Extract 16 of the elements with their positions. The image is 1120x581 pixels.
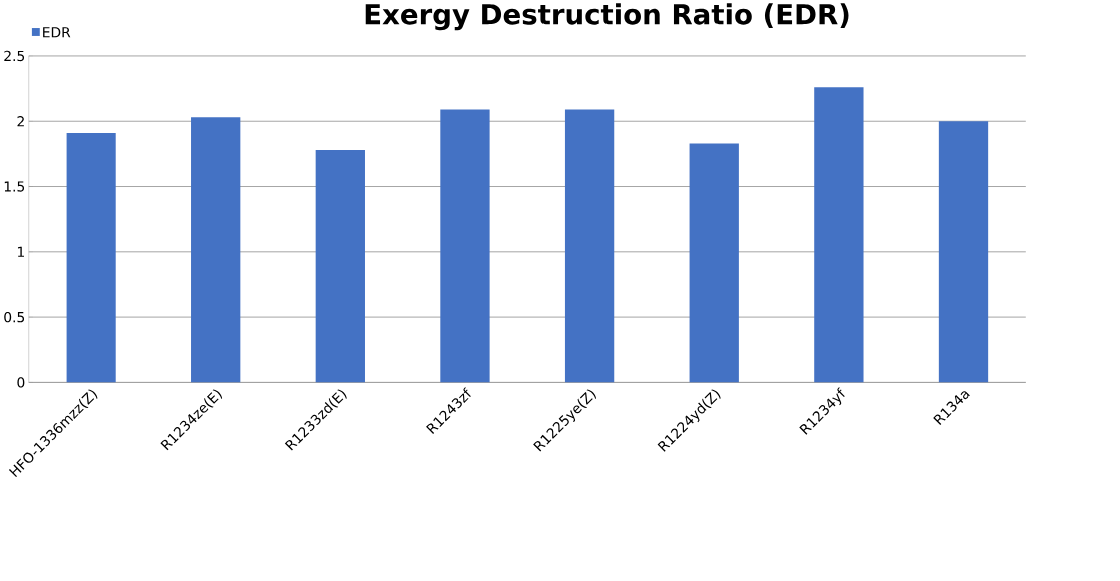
bar	[564, 109, 615, 383]
bar	[191, 117, 241, 383]
y-tick-label: 0.5	[4, 311, 25, 323]
bar	[689, 143, 739, 383]
bar	[814, 87, 864, 383]
y-tick-label: 2	[17, 116, 24, 127]
y-tick-label: 1.5	[4, 181, 25, 192]
chart-title: Exergy Destruction Ratio (EDR)	[365, 3, 849, 31]
bar	[315, 150, 365, 383]
bar	[66, 133, 116, 383]
y-tick-label: 1	[17, 246, 24, 257]
y-tick-label: 0	[17, 377, 25, 388]
legend-label: EDR	[43, 27, 71, 38]
y-tick-label: 2.5	[4, 50, 25, 62]
bar	[938, 121, 989, 383]
bar	[440, 109, 490, 383]
